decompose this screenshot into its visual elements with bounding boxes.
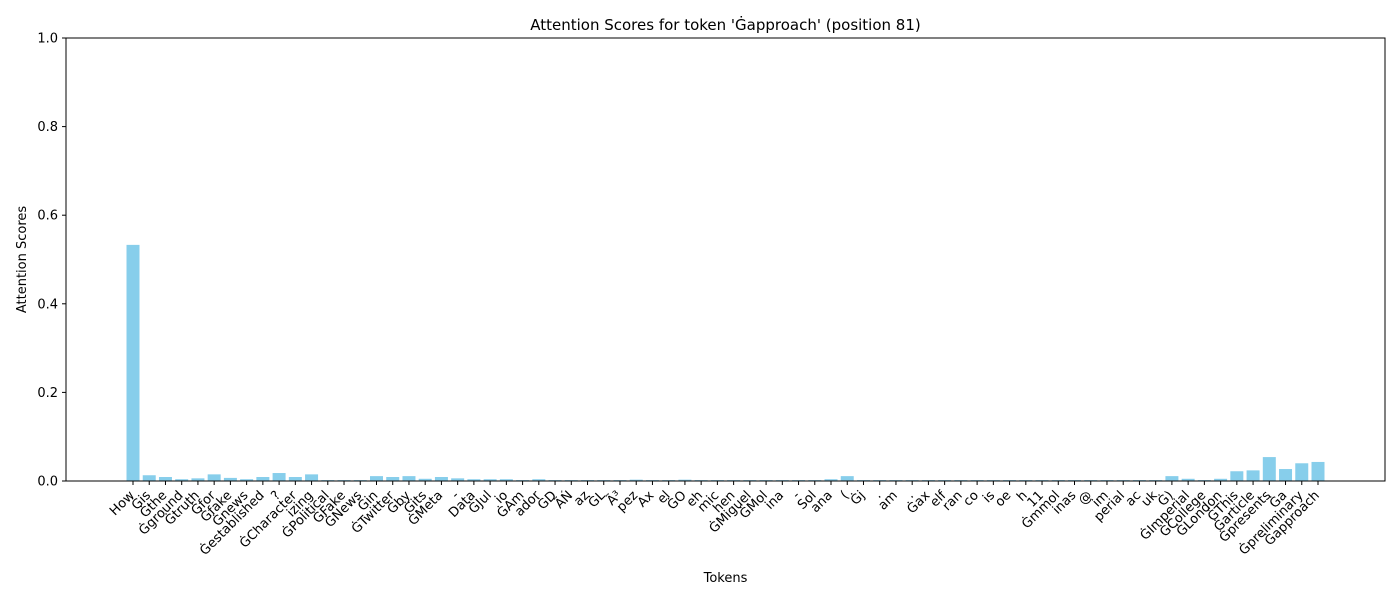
y-axis-label: Attention Scores bbox=[15, 206, 30, 314]
bar-68 bbox=[1230, 471, 1244, 481]
bar-18 bbox=[418, 478, 432, 481]
bar-11 bbox=[305, 474, 319, 481]
x-tick-label-32: Ax bbox=[635, 488, 658, 511]
bar-70 bbox=[1262, 457, 1276, 481]
bar-15 bbox=[370, 476, 383, 481]
y-tick-label-1: 0.2 bbox=[37, 386, 58, 401]
bar-9 bbox=[272, 473, 286, 481]
bar-17 bbox=[402, 476, 416, 481]
bar-16 bbox=[386, 477, 400, 481]
bar-71 bbox=[1279, 469, 1293, 481]
y-axis-ticks: 0.0 0.2 0.4 0.6 0.8 1.0 bbox=[37, 32, 66, 490]
bar-20 bbox=[451, 478, 465, 481]
bar-34 bbox=[678, 479, 692, 481]
bar-19 bbox=[434, 477, 448, 481]
bar-3 bbox=[175, 479, 189, 481]
y-tick-label-4: 0.8 bbox=[37, 120, 58, 135]
bar-21 bbox=[467, 479, 481, 481]
bar-69 bbox=[1246, 470, 1260, 481]
bar-25 bbox=[532, 479, 546, 481]
bar-4 bbox=[191, 478, 205, 481]
bar-31 bbox=[629, 479, 643, 481]
x-axis-label: Tokens bbox=[703, 571, 748, 586]
bar-2 bbox=[158, 477, 172, 481]
bar-44 bbox=[840, 476, 854, 481]
x-tick-label-47: am bbox=[876, 488, 901, 513]
y-tick-label-3: 0.6 bbox=[37, 209, 58, 224]
bar-23 bbox=[499, 479, 513, 481]
bar-43 bbox=[824, 479, 838, 481]
bar-8 bbox=[256, 477, 270, 481]
x-tick-label-45: Ġj bbox=[847, 487, 869, 509]
bar-72 bbox=[1295, 463, 1309, 481]
bar-0 bbox=[126, 244, 140, 481]
x-axis-ticks: HowĠisĠtheĠgroundĠtruthĠforĠfakeĠnewsĠes… bbox=[107, 481, 1323, 559]
bar-65 bbox=[1181, 478, 1195, 481]
x-tick-label-40: ina bbox=[763, 488, 788, 513]
x-tick-label-54: oe bbox=[993, 488, 1015, 510]
bar-67 bbox=[1214, 478, 1228, 481]
bar-73 bbox=[1311, 461, 1325, 481]
bar-64 bbox=[1165, 476, 1179, 481]
bar-6 bbox=[223, 477, 237, 481]
bar-7 bbox=[240, 479, 254, 481]
x-tick-label-52: co bbox=[961, 488, 982, 509]
bars-group bbox=[126, 244, 1325, 481]
y-tick-label-5: 1.0 bbox=[37, 32, 58, 47]
bar-10 bbox=[288, 477, 302, 481]
chart-title: Attention Scores for token 'Ġapproach' (… bbox=[530, 15, 921, 34]
bar-5 bbox=[207, 474, 221, 481]
y-tick-label-0: 0.0 bbox=[37, 475, 58, 490]
bar-1 bbox=[142, 475, 156, 481]
bar-22 bbox=[483, 479, 497, 481]
y-tick-label-2: 0.4 bbox=[37, 297, 58, 312]
plot-frame bbox=[65, 37, 1386, 482]
